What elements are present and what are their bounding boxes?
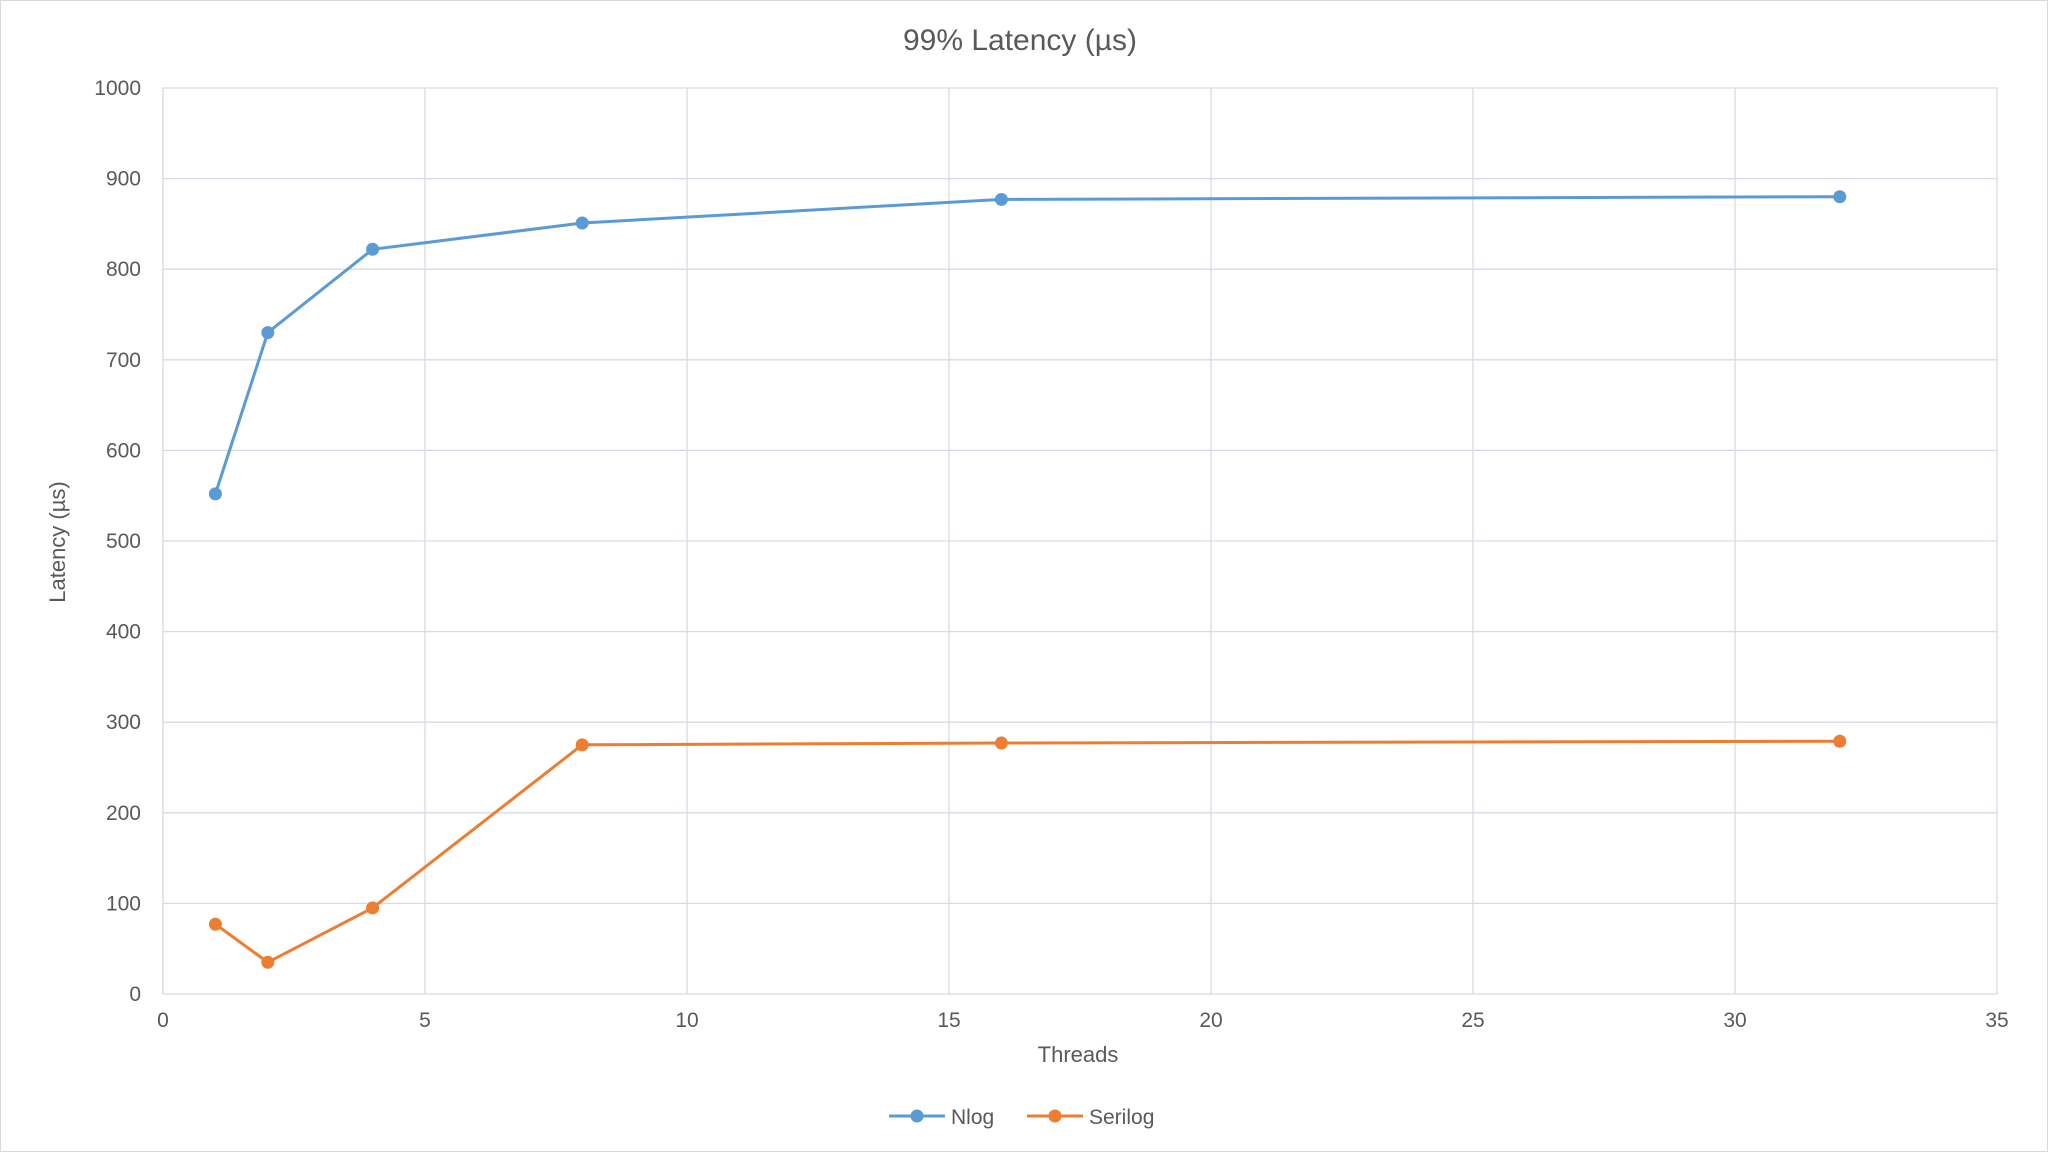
data-point: [575, 216, 589, 230]
chart-title: 99% Latency (µs): [903, 24, 1137, 57]
data-point: [261, 326, 275, 340]
y-tick-label: 300: [106, 711, 141, 734]
legend-marker: [1048, 1109, 1062, 1123]
data-point: [994, 736, 1008, 750]
y-tick-label: 0: [129, 983, 141, 1006]
data-point: [994, 192, 1008, 206]
y-tick-label: 100: [106, 892, 141, 915]
data-point: [208, 917, 222, 931]
y-axis-title: Latency (µs): [45, 481, 70, 603]
data-point: [366, 242, 380, 256]
x-tick-label: 25: [1461, 1009, 1484, 1032]
data-point: [208, 487, 222, 501]
x-tick-label: 5: [419, 1009, 431, 1032]
legend-marker: [910, 1109, 924, 1123]
y-tick-label: 600: [106, 439, 141, 462]
gridlines: [162, 87, 1998, 995]
x-tick-label: 0: [157, 1009, 169, 1032]
series-line: [213, 195, 1840, 495]
y-tick-label: 500: [106, 530, 141, 553]
data-point: [366, 901, 380, 915]
legend-item-serilog: Serilog: [1027, 1106, 1154, 1129]
data-point: [1833, 190, 1847, 204]
legend: Nlog Serilog: [889, 1106, 1154, 1129]
x-axis-title: Threads: [1038, 1042, 1119, 1067]
x-tick-label: 10: [675, 1009, 698, 1032]
data-point: [261, 955, 275, 969]
data-point: [575, 738, 589, 752]
legend-item-nlog: Nlog: [889, 1106, 994, 1129]
data-point: [1833, 734, 1847, 748]
y-tick-label: 700: [106, 349, 141, 372]
series-serilog: [208, 734, 1847, 969]
x-tick-label: 20: [1199, 1009, 1222, 1032]
series-nlog: [208, 190, 1847, 501]
x-tick-label: 30: [1723, 1009, 1746, 1032]
series-layer: [208, 190, 1847, 969]
x-tick-label: 15: [937, 1009, 960, 1032]
legend-label: Serilog: [1089, 1106, 1154, 1129]
y-tick-label: 800: [106, 258, 141, 281]
y-tick-label: 200: [106, 802, 141, 825]
y-tick-label: 400: [106, 621, 141, 644]
axes: 0 100 200 300 400 500 600 700 800 900 1000 0 5 10 15 20…: [94, 77, 2008, 1032]
y-tick-label: 900: [106, 168, 141, 191]
y-tick-label: 1000: [94, 77, 141, 100]
legend-label: Nlog: [951, 1106, 994, 1129]
series-line: [214, 739, 1840, 964]
x-tick-label: 35: [1985, 1009, 2008, 1032]
